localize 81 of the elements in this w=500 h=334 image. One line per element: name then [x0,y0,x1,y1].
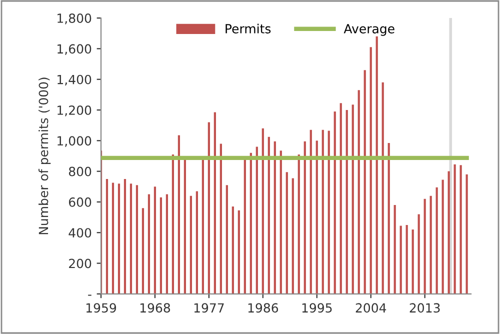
y-tick-label: 1,200 [58,105,92,116]
bar [250,152,252,294]
bar [292,178,294,294]
bar [190,196,192,294]
bar [298,154,300,294]
x-tick-label: 1959 [86,303,116,313]
bar [148,194,150,294]
bar [394,205,396,294]
bar [388,142,390,294]
bar [466,174,468,294]
bar [280,150,282,294]
bar [430,196,432,294]
bar [346,110,348,294]
bar [208,122,210,294]
x-tick-label: 1968 [140,303,170,313]
bar [376,36,378,294]
bar [364,70,366,294]
bar [130,184,132,294]
y-tick-label: - [88,294,92,296]
bar [352,104,354,294]
bar [226,185,228,294]
bar [232,206,234,294]
bar [172,154,174,294]
bar [304,141,306,294]
bar [220,144,222,294]
bar [460,165,462,294]
bar [136,185,138,294]
bar [328,130,330,294]
bar [406,224,408,294]
y-tick-label: 400 [68,228,92,238]
bar [166,194,168,294]
bar [382,82,384,294]
bar [244,159,246,294]
bar [418,214,420,294]
bar [400,226,402,294]
bar [436,187,438,294]
bar [238,210,240,294]
bar [184,160,186,294]
bar [160,197,162,294]
x-tick-label: 1977 [194,303,224,313]
bar [448,171,450,294]
y-tick-label: 600 [68,197,92,207]
y-axis-title: Number of permits ('000) [38,78,51,234]
bar [262,128,264,294]
bar [124,178,126,294]
x-tick-label: 2013 [410,303,440,313]
bar [442,180,444,294]
y-tick-label: 1,800 [58,14,92,24]
bar [142,208,144,294]
bar [106,178,108,294]
bar [424,198,426,294]
bar [214,112,216,294]
bar [256,146,258,294]
bar [340,103,342,294]
bar [112,182,114,294]
bar [454,164,456,294]
y-tick-label: 1,000 [58,136,92,147]
bar [412,230,414,294]
bar [202,159,204,294]
legend-label: Average [344,24,394,36]
bar [154,186,156,294]
y-tick-label: 1,400 [58,74,92,86]
x-tick-label: 1995 [302,303,332,313]
y-tick-label: 1,600 [58,44,92,55]
x-tick-label: 2004 [356,303,386,313]
bar [358,90,360,294]
x-tick-label: 1986 [248,303,278,313]
y-tick-label: 800 [68,166,92,176]
bar [274,141,276,294]
bar [322,130,324,294]
bar [268,136,270,294]
bar [118,184,120,294]
bar [370,47,372,294]
bar [178,135,180,294]
bar [286,172,288,294]
legend-label: Permits [226,24,271,34]
bar [196,191,198,294]
bar [316,140,318,294]
y-tick-label: 200 [69,258,92,268]
bar [334,112,336,294]
bar [310,130,312,294]
